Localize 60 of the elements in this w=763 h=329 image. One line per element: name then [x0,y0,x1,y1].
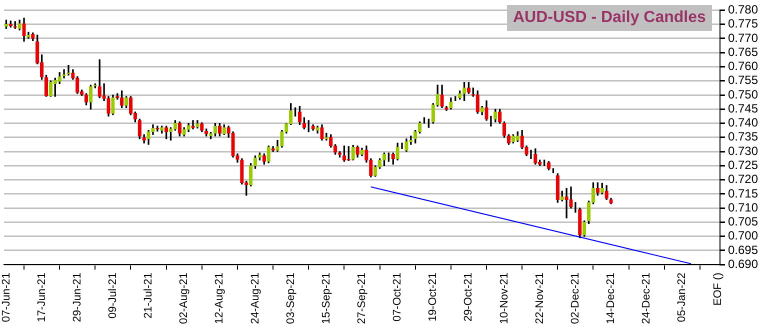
x-tick-label: 24-Aug-21 [249,272,262,324]
candlestick [298,106,302,126]
candlestick [128,96,133,116]
y-tick-label: 0.770 [728,30,758,45]
candlestick [382,152,386,166]
candlestick [378,158,382,169]
y-tick-label: 0.700 [728,228,758,243]
x-tick-label: 09-Jul-21 [106,272,119,318]
y-tick-label: 0.745 [728,101,758,116]
y-tick-label: 0.735 [728,130,758,144]
x-tick-label: 17-Jun-21 [36,272,48,322]
candlestick [4,20,8,29]
candlestick [338,151,342,158]
x-tick-label: 02-Aug-21 [178,272,190,324]
y-tick-label: 0.765 [728,44,758,59]
candlestick [564,188,568,218]
candlestick [44,74,48,97]
candlestick [84,93,88,106]
x-tick-label: 14-Dec-21 [605,272,618,324]
candlestick [462,82,466,101]
x-tick-label: 29-Oct-21 [462,272,475,322]
x-tick-label: 12-Aug-21 [214,272,226,324]
x-tick-label: 19-Oct-21 [427,272,440,322]
candlestick [506,134,511,145]
x-tick-label: 29-Jun-21 [71,272,84,322]
x-tick-label: 22-Nov-21 [534,272,546,324]
x-tick-label: 15-Sep-21 [320,272,332,324]
y-tick-label: 0.750 [728,87,758,102]
chart-title: AUD-USD - Daily Candles [507,5,712,31]
y-tick-label: 0.725 [728,158,758,172]
y-tick-label: 0.695 [728,242,758,257]
candlestick [428,118,430,128]
y-tick-label: 0.715 [728,186,758,200]
x-tick-label: 10-Nov-21 [498,272,510,324]
x-tick-label: 24-Dec-21 [640,272,653,324]
candlestick [546,161,551,170]
y-tick-label: 0.760 [728,59,758,74]
x-tick-label: EOF () [712,272,724,306]
y-tick-label: 0.705 [728,214,758,229]
y-tick-label: 0.740 [728,116,758,130]
candlestick [102,83,106,101]
x-tick-label: 21-Jul-21 [142,272,155,318]
x-tick-label: 02-Dec-21 [569,272,582,324]
y-tick-label: 0.775 [728,16,758,31]
y-tick-label: 0.720 [728,172,758,186]
candlestick [591,182,596,204]
candlestick [168,127,173,141]
x-tick-label: 07-Jun-21 [0,272,12,322]
y-tick-label: 0.710 [728,200,758,214]
x-tick-label: 05-Jan-22 [676,272,688,322]
x-tick-label: 03-Sep-21 [284,272,297,324]
y-tick-label: 0.755 [728,73,758,88]
x-tick-label: 27-Sep-21 [356,272,368,324]
y-tick-label: 0.690 [728,256,758,271]
candlestick [552,168,554,174]
x-tick-label: 07-Oct-21 [392,272,404,322]
candlestick [213,122,218,136]
y-tick-label: 0.780 [728,2,758,17]
candlestick [543,160,546,166]
y-tick-label: 0.730 [728,144,758,158]
